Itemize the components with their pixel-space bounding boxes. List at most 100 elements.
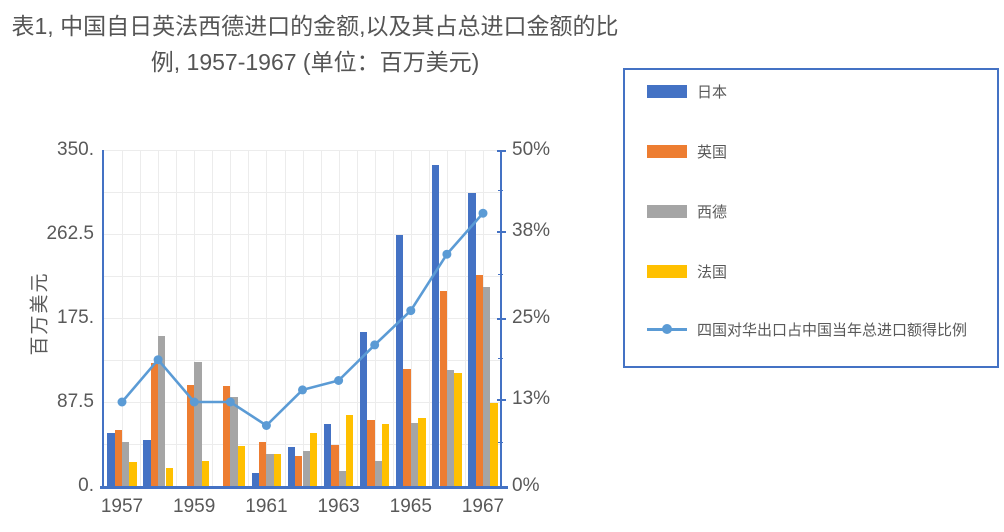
x-axis-tick-label: 1963 <box>317 496 360 517</box>
bar-西德-1962 <box>302 450 310 486</box>
bar-法国-1958 <box>165 467 173 486</box>
x-axis-tick-label: 1957 <box>100 496 144 517</box>
bar-法国-1957 <box>129 462 137 486</box>
legend-item-法国[interactable]: 法国 <box>647 262 727 284</box>
legend-label: 法国 <box>697 264 728 281</box>
horizontal-gridline <box>104 192 501 193</box>
bar-西德-1963 <box>338 470 346 486</box>
legend-label: 日本 <box>697 84 728 101</box>
bar-英国-1958 <box>150 363 159 486</box>
legend-label: 四国对华出口占中国当年总进口额得比例 <box>697 322 968 339</box>
bar-法国-1961 <box>273 454 282 486</box>
bar-西德-1965 <box>410 422 419 486</box>
right-axis-tick-label: 38% <box>512 219 551 241</box>
bar-法国-1965 <box>418 417 426 486</box>
line-marker-1958 <box>153 355 163 365</box>
x-axis-tick-label: 1961 <box>245 496 288 517</box>
bar-英国-1966 <box>439 291 447 486</box>
bar-日本-1965 <box>396 235 404 486</box>
bar-英国-1965 <box>403 368 411 486</box>
bar-英国-1957 <box>114 430 122 486</box>
line-marker-1960 <box>225 397 235 407</box>
bar-日本-1963 <box>323 423 332 486</box>
bar-日本-1958 <box>143 439 151 486</box>
line-marker-1957 <box>117 397 127 407</box>
right-axis-major-tick <box>497 230 506 233</box>
bar-日本-1962 <box>287 446 296 486</box>
bar-英国-1963 <box>331 444 339 486</box>
bar-法国-1964 <box>382 423 390 486</box>
left-axis-tick-label: 350. <box>57 139 94 160</box>
legend-swatch-bar <box>647 85 687 98</box>
left-axis-tick-label: 87.5 <box>57 391 94 412</box>
bar-日本-1957 <box>107 433 115 486</box>
line-marker-1961 <box>261 421 271 430</box>
legend[interactable]: 日本英国西德法国四国对华出口占中国当年总进口额得比例 <box>623 68 999 368</box>
bar-法国-1963 <box>346 415 354 486</box>
left-axis-tick-label: 175. <box>57 307 94 328</box>
legend-item-四国[interactable]: 四国对华出口占中国当年总进口额得比例 <box>647 320 967 342</box>
bar-法国-1959 <box>201 461 209 486</box>
horizontal-gridline <box>104 276 501 277</box>
line-marker-1965 <box>406 306 416 316</box>
bar-西德-1964 <box>374 461 383 486</box>
bar-日本-1967 <box>468 193 476 486</box>
bar-法国-1962 <box>309 433 318 486</box>
right-axis-tick-label: 25% <box>512 307 551 328</box>
right-axis-major-tick <box>497 486 506 488</box>
bar-日本-1961 <box>251 472 259 486</box>
legend-item-英国[interactable]: 英国 <box>647 142 727 164</box>
bar-法国-1967 <box>490 402 498 486</box>
legend-item-西德[interactable]: 西德 <box>647 202 727 224</box>
right-axis-minor-tick <box>498 274 503 276</box>
bar-西德-1961 <box>266 454 274 486</box>
bar-英国-1964 <box>367 419 375 486</box>
legend-swatch-bar <box>647 265 687 278</box>
horizontal-gridline <box>104 402 501 403</box>
bar-法国-1960 <box>237 445 246 486</box>
bar-英国-1962 <box>295 456 303 486</box>
bar-西德-1958 <box>158 336 166 486</box>
bar-西德-1967 <box>483 287 491 486</box>
right-axis-tick-label: 13% <box>512 387 551 409</box>
right-axis-major-tick <box>497 398 506 401</box>
bar-西德-1959 <box>194 362 202 486</box>
x-axis-tick-label: 1965 <box>389 496 432 517</box>
bar-英国-1959 <box>186 385 195 486</box>
horizontal-gridline <box>104 318 501 319</box>
chart-title: 表1, 中国自日英法西德进口的金额,以及其占总进口金额的比 例, 1957-19… <box>0 8 630 80</box>
plot-area[interactable] <box>104 150 501 486</box>
right-axis-minor-tick <box>498 358 503 360</box>
legend-label: 西德 <box>697 204 728 221</box>
line-marker-1967 <box>478 208 488 218</box>
x-axis-tick-label: 1967 <box>461 496 505 517</box>
horizontal-gridline <box>104 444 501 445</box>
left-axis-line <box>102 150 104 486</box>
line-marker-1966 <box>442 249 452 259</box>
right-axis-major-tick <box>497 318 506 320</box>
bar-英国-1961 <box>259 441 267 486</box>
left-axis-tick-label: 0. <box>78 475 94 496</box>
line-marker-1964 <box>370 340 380 350</box>
bottom-axis-line <box>100 486 508 489</box>
bar-英国-1967 <box>475 274 483 486</box>
line-marker-1959 <box>189 397 199 407</box>
legend-label: 英国 <box>697 144 728 161</box>
bar-日本-1966 <box>432 165 440 486</box>
horizontal-gridline <box>104 150 501 151</box>
chart-title-line-2: 例, 1957-1967 (单位：百万美元) <box>150 49 480 75</box>
line-series <box>117 208 488 430</box>
legend-item-日本[interactable]: 日本 <box>647 82 727 104</box>
chart-title-line-1: 表1, 中国自日英法西德进口的金额,以及其占总进口金额的比 <box>11 13 619 39</box>
legend-swatch-line <box>647 323 687 336</box>
right-axis-minor-tick <box>498 190 503 192</box>
bar-日本-1964 <box>359 332 368 486</box>
bar-西德-1957 <box>122 441 130 486</box>
horizontal-gridline <box>104 360 501 361</box>
left-axis-tick-label: 262.5 <box>46 223 94 244</box>
bar-英国-1960 <box>222 386 231 486</box>
line-marker-1963 <box>334 376 344 385</box>
right-axis-tick-label: 0% <box>512 475 540 496</box>
right-axis-minor-tick <box>498 442 503 444</box>
